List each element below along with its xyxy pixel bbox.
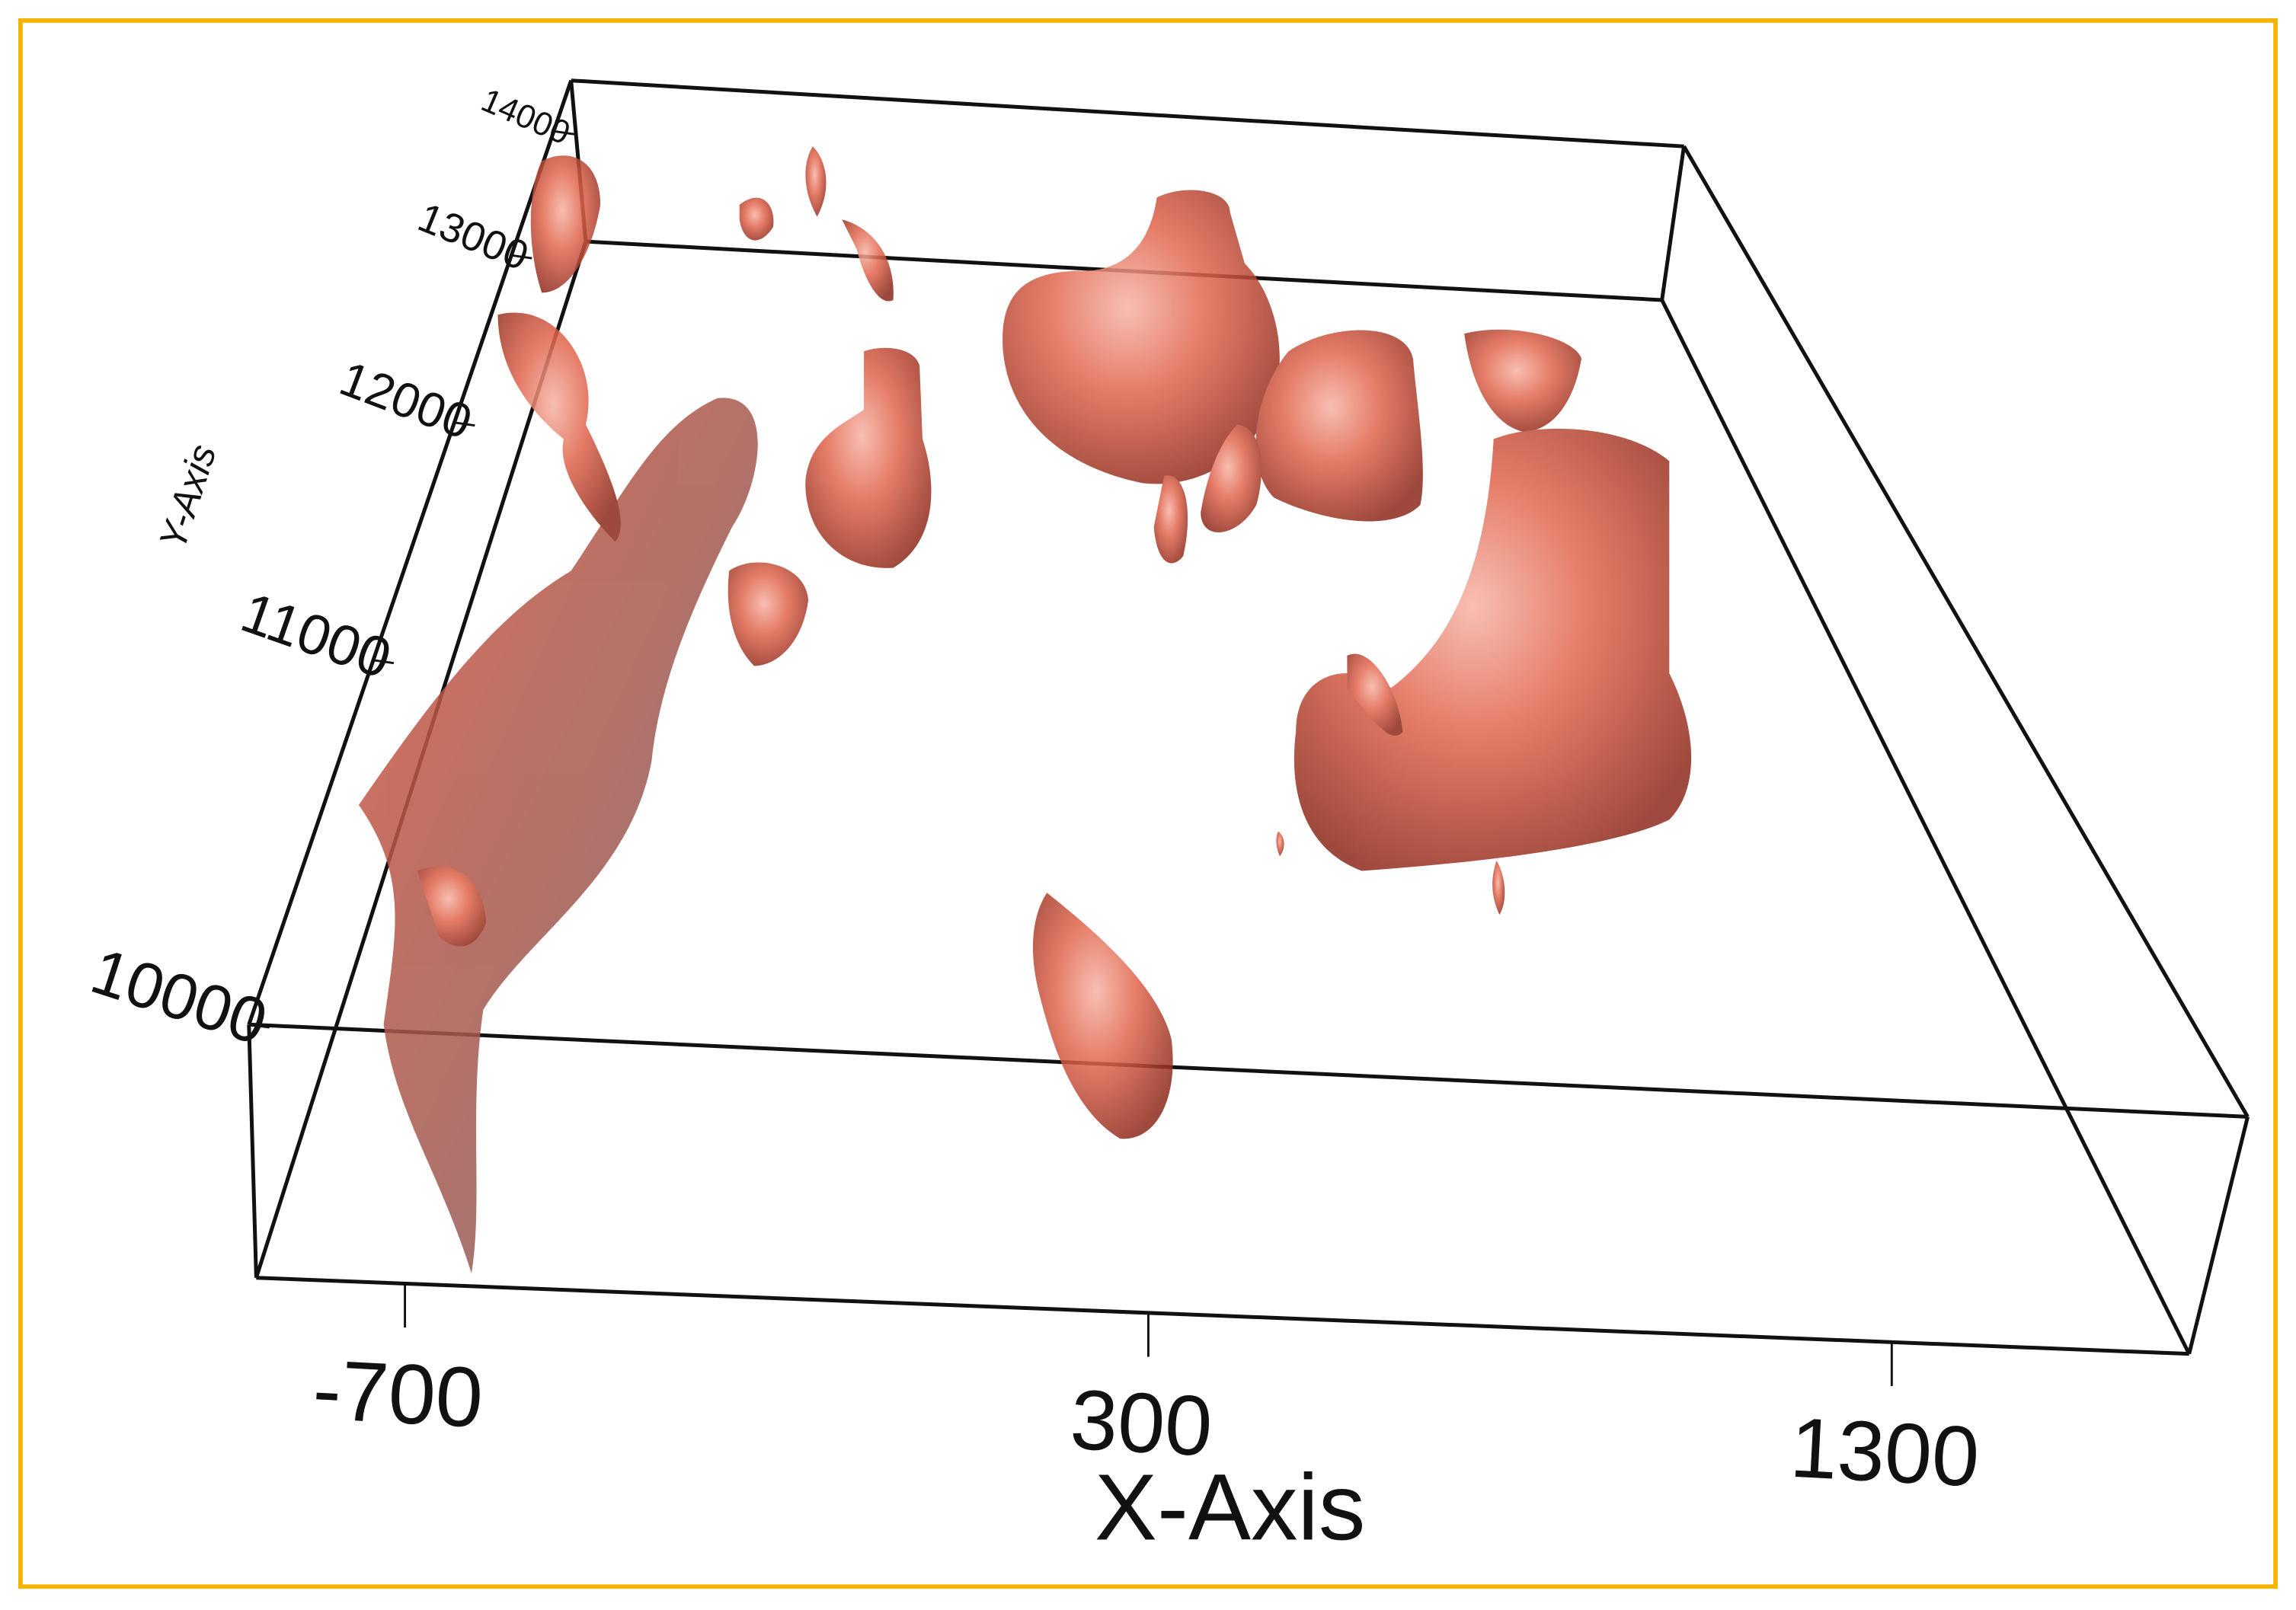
blob — [1347, 653, 1403, 736]
y-tick-label: 14000 — [476, 82, 575, 152]
bounding-box — [247, 78, 2250, 1356]
blob — [1464, 329, 1581, 432]
y-tick — [373, 659, 395, 665]
x-tick-label: 1300 — [1788, 1400, 1981, 1505]
blob — [497, 312, 621, 542]
sheet-surface — [358, 398, 758, 1273]
blob — [1276, 831, 1284, 857]
blob — [530, 155, 601, 293]
blob — [805, 146, 827, 217]
blob — [805, 347, 932, 568]
blob — [1255, 330, 1423, 522]
blob — [1003, 190, 1280, 484]
y-axis-title: Y-Axis — [151, 439, 225, 554]
x-tick-label: 300 — [1068, 1372, 1214, 1474]
x-tick-label: -700 — [311, 1341, 485, 1445]
x-axis-title: X-Axis — [1095, 1456, 1365, 1560]
y-tick — [511, 254, 532, 260]
blob — [727, 562, 809, 666]
isosurfaces — [358, 146, 1692, 1273]
blob — [1201, 424, 1262, 533]
blob — [417, 866, 487, 947]
frame — [18, 18, 2278, 1589]
blob — [842, 219, 894, 302]
blob — [1293, 428, 1692, 871]
blob — [1032, 893, 1173, 1139]
y-tick-label: 10000 — [83, 934, 276, 1059]
blob — [1492, 861, 1505, 915]
y-tick-label: 11000 — [234, 580, 399, 691]
y-tick-label: 12000 — [333, 350, 479, 449]
y-tick — [553, 129, 575, 136]
y-tick-label: 13000 — [412, 194, 535, 280]
blob — [1153, 475, 1188, 564]
y-tick — [454, 421, 475, 427]
y-tick — [248, 1023, 270, 1029]
blob — [739, 197, 774, 241]
